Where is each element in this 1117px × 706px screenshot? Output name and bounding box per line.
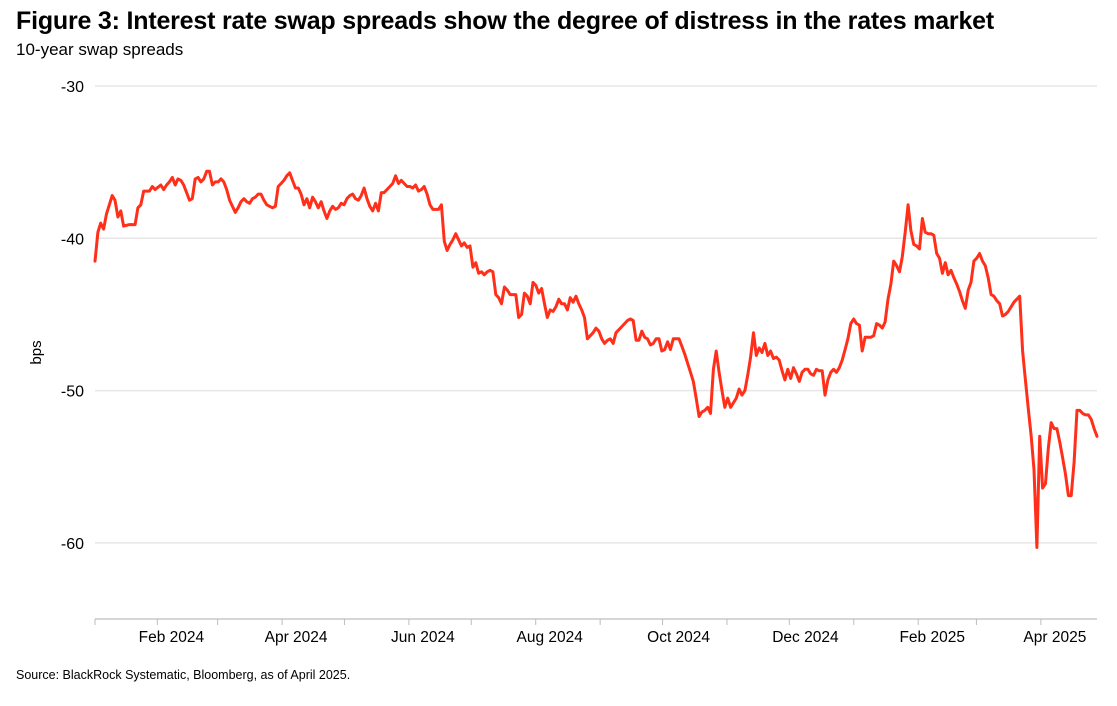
x-tick-label: Oct 2024 — [647, 629, 710, 646]
y-axis-label: bps — [28, 340, 45, 364]
x-tick-label: Dec 2024 — [772, 629, 839, 646]
gridlines — [95, 85, 1097, 544]
x-tick-label: Aug 2024 — [517, 629, 584, 646]
chart-title: Figure 3: Interest rate swap spreads sho… — [16, 7, 994, 35]
source-note: Source: BlackRock Systematic, Bloomberg,… — [16, 668, 351, 682]
y-tick-label: -60 — [61, 536, 84, 553]
y-tick-label: -40 — [61, 231, 84, 248]
x-tick-label: Apr 2025 — [1023, 629, 1086, 646]
axes: -30 -40 -50 -60 bps Feb 2024 Apr 2024 Jun 2024 A… — [28, 79, 1097, 646]
x-tick-label: Jun 2024 — [391, 629, 455, 646]
x-tick-label: Feb 2024 — [139, 629, 205, 646]
series-line — [93, 169, 1099, 549]
x-tick-label: Feb 2025 — [899, 629, 965, 646]
x-tick-label: Apr 2024 — [265, 629, 328, 646]
y-tick-label: -30 — [61, 79, 84, 96]
chart-subtitle: 10-year swap spreads — [16, 40, 184, 59]
series — [93, 169, 1099, 549]
y-tick-label: -50 — [61, 384, 84, 401]
